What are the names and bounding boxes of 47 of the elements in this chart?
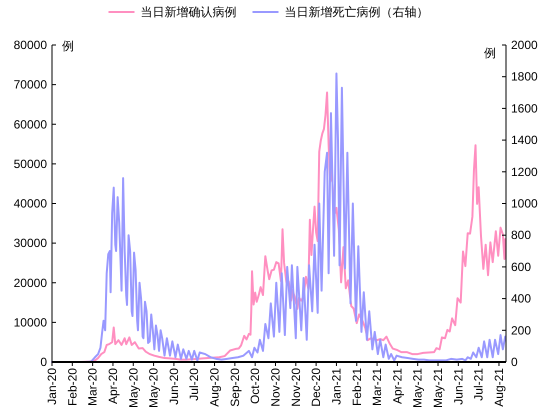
y2-tick-label: 600 [511, 260, 532, 274]
y-tick-label: 20000 [14, 276, 48, 290]
x-tick-label: May-20 [146, 368, 161, 408]
y2-tick-label: 1200 [511, 164, 538, 179]
legend-label: 当日新增死亡病例（右轴） [284, 5, 428, 19]
y2-tick-label: 1600 [511, 101, 538, 116]
x-tick-label: Jun-20 [166, 368, 181, 405]
y2-tick-label: 200 [511, 323, 532, 338]
x-tick-label: Jan-21 [329, 368, 344, 405]
y2-tick-label: 1000 [511, 196, 538, 210]
x-tick-label: Mar-21 [370, 368, 384, 406]
x-tick-label: Oct-20 [248, 368, 262, 404]
y-tick-label: 10000 [14, 315, 48, 330]
y-tick-label: 70000 [14, 78, 48, 92]
y2-tick-label: 1800 [511, 70, 538, 84]
x-tick-label: May-21 [410, 368, 425, 408]
x-tick-label: Apr-21 [390, 368, 404, 404]
y2-tick-label: 2000 [511, 38, 538, 52]
y-tick-label: 0 [40, 355, 48, 369]
x-tick-label: Jul-20 [187, 368, 202, 401]
y2-axis-title: 例 [484, 46, 496, 60]
x-tick-label: Aug-20 [208, 368, 222, 407]
y-tick-label: 50000 [14, 156, 48, 171]
x-tick-label: May-20 [126, 368, 140, 408]
y-tick-label: 40000 [14, 196, 48, 210]
y-tick-label: 80000 [14, 38, 48, 52]
x-tick-label: Sep-20 [228, 368, 242, 407]
y2-tick-label: 400 [511, 292, 532, 306]
x-tick-label: Jul-21 [472, 368, 486, 401]
x-tick-label: Nov-20 [268, 368, 282, 407]
x-tick-label: Apr-20 [106, 368, 120, 404]
y2-tick-label: 800 [511, 228, 532, 242]
x-tick-label: Mar-20 [86, 368, 100, 406]
x-tick-label: Nov-20 [288, 368, 303, 407]
x-tick-label: Jan-20 [45, 368, 59, 405]
x-tick-label: Feb-21 [350, 368, 364, 406]
y-axis-title: 例 [62, 39, 74, 53]
x-tick-label: Feb-20 [65, 368, 80, 406]
y2-tick-label: 0 [511, 355, 518, 369]
x-tick-label: May-21 [431, 368, 446, 408]
legend-label: 当日新增确认病例 [140, 5, 236, 19]
x-tick-label: Dec-20 [309, 368, 324, 407]
x-tick-label: Jun-21 [451, 368, 466, 405]
y2-tick-label: 1400 [511, 133, 538, 148]
x-tick-label: Aug-21 [492, 368, 506, 407]
y-tick-label: 30000 [14, 236, 48, 250]
y-tick-label: 60000 [14, 117, 48, 132]
